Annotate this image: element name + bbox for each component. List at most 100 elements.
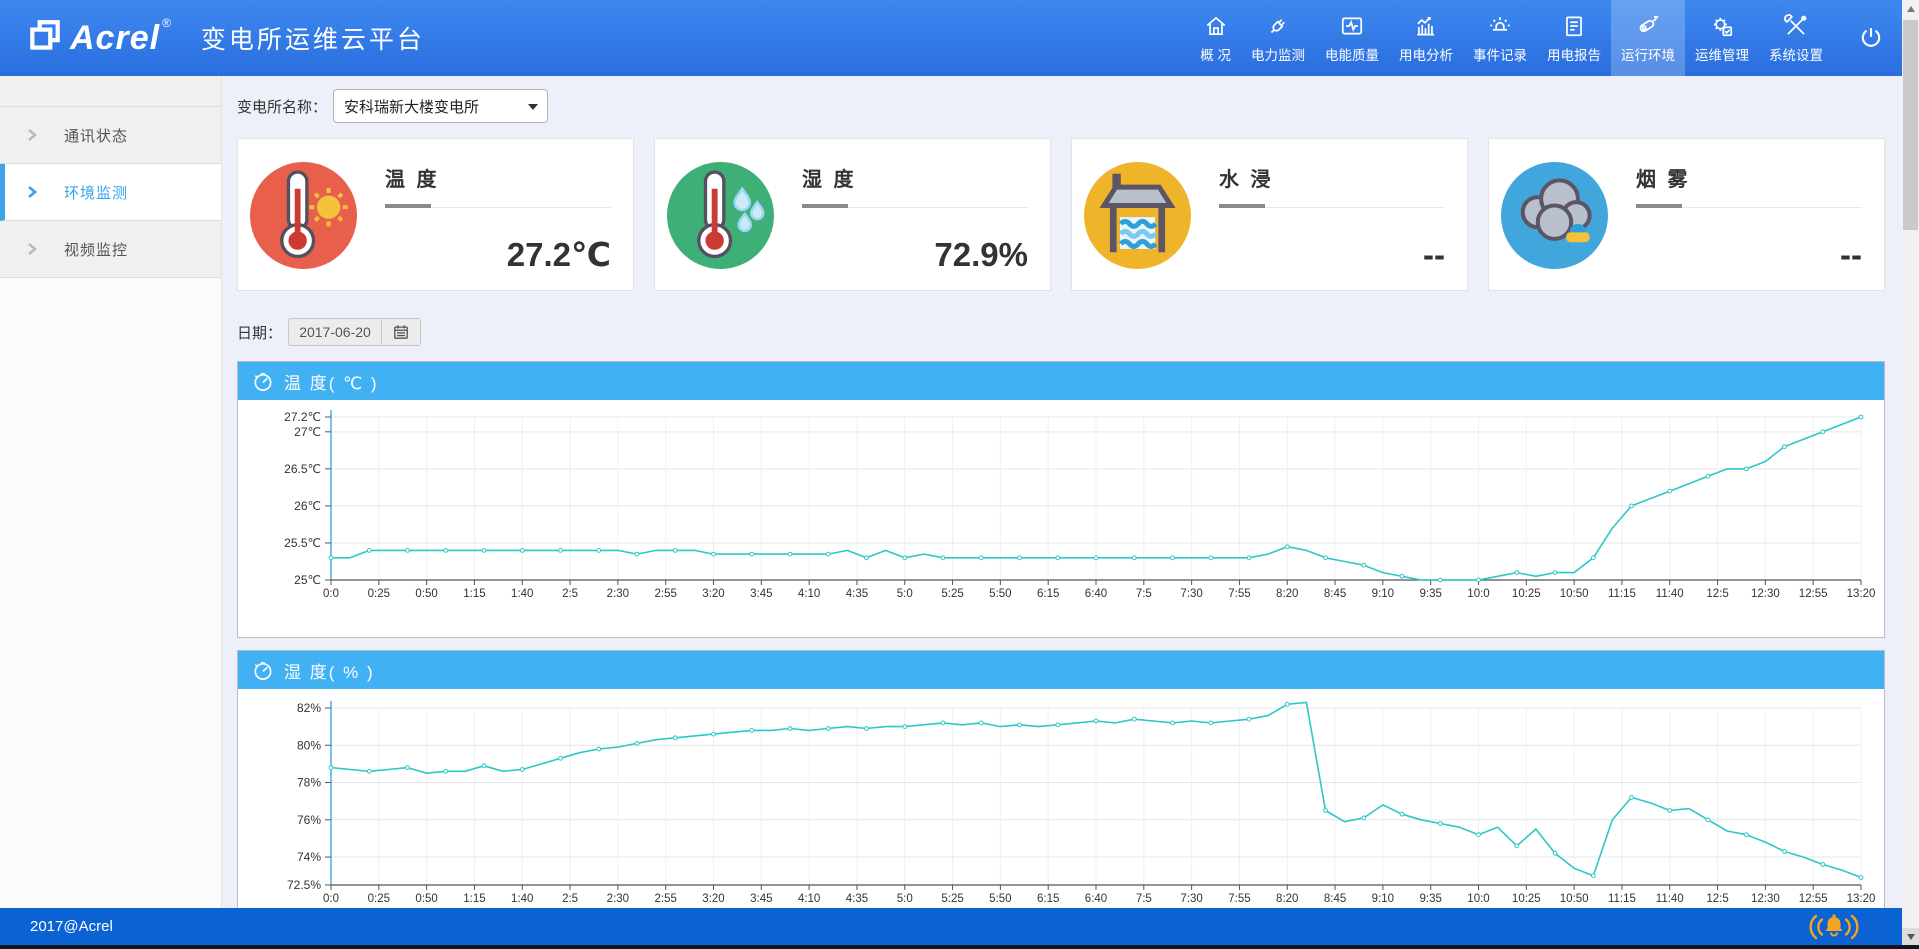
main-nav: 概 况 电力监测 电能质量: [1190, 0, 1833, 76]
app-footer: 2017@Acrel: [0, 908, 1902, 945]
svg-text:5:0: 5:0: [897, 893, 913, 905]
brand-logo: Acrel ®: [26, 16, 171, 58]
power-icon: [1861, 28, 1881, 47]
svg-text:4:10: 4:10: [798, 588, 820, 600]
svg-text:9:35: 9:35: [1419, 588, 1441, 600]
svg-text:76%: 76%: [297, 813, 321, 827]
svg-text:82%: 82%: [297, 701, 321, 715]
svg-text:25℃: 25℃: [294, 573, 321, 587]
svg-text:12:55: 12:55: [1799, 893, 1828, 905]
station-select[interactable]: 安科瑞新大楼变电所: [333, 89, 549, 123]
nav-item-environment[interactable]: 运行环境: [1611, 0, 1685, 76]
svg-text:3:45: 3:45: [750, 893, 772, 905]
power-monitor-icon: [1270, 18, 1285, 33]
svg-text:7:30: 7:30: [1180, 893, 1202, 905]
svg-text:10:0: 10:0: [1467, 588, 1489, 600]
nav-item-maintenance[interactable]: 运维管理: [1685, 0, 1759, 76]
water-immersion-value: --: [1423, 236, 1445, 273]
timer-icon: [254, 372, 272, 391]
app-header: Acrel ® 变电所运维云平台 概 况 电力监测: [0, 0, 1919, 76]
nav-item-usage-report[interactable]: 用电报告: [1537, 0, 1611, 76]
svg-text:6:15: 6:15: [1037, 588, 1059, 600]
nav-item-overview[interactable]: 概 况: [1190, 0, 1241, 76]
svg-text:7:5: 7:5: [1136, 893, 1152, 905]
station-toolbar: 变电所名称： 安科瑞新大楼变电所: [237, 89, 1885, 123]
environment-icon: [1639, 15, 1659, 32]
scrollbar-thumb[interactable]: [1903, 20, 1918, 230]
svg-text:9:10: 9:10: [1372, 588, 1394, 600]
svg-text:5:50: 5:50: [989, 893, 1011, 905]
svg-text:0:50: 0:50: [415, 588, 437, 600]
svg-text:12:30: 12:30: [1751, 588, 1780, 600]
dropdown-arrow-icon: [528, 104, 539, 110]
svg-text:9:10: 9:10: [1372, 893, 1394, 905]
sidebar-item-communication-status[interactable]: 通讯状态: [0, 107, 221, 164]
svg-text:4:35: 4:35: [846, 588, 868, 600]
svg-text:27℃: 27℃: [294, 425, 321, 439]
svg-text:7:30: 7:30: [1180, 588, 1202, 600]
chevron-right-icon: [26, 185, 38, 199]
svg-text:12:5: 12:5: [1706, 588, 1728, 600]
svg-text:12:30: 12:30: [1751, 893, 1780, 905]
nav-label: 事件记录: [1473, 47, 1527, 63]
event-log-icon: [1490, 16, 1510, 31]
calendar-button[interactable]: [381, 318, 422, 346]
svg-text:2:30: 2:30: [607, 893, 629, 905]
nav-item-power-monitoring[interactable]: 电力监测: [1241, 0, 1315, 76]
temperature-value: 27.2℃: [506, 236, 611, 273]
nav-item-usage-analysis[interactable]: 用电分析: [1389, 0, 1463, 76]
temperature-chart-panel: 温 度( ℃ ) 25℃ 25.5℃ 26℃ 26.5℃ 27℃ 27.2℃ 0:0 0:25…: [237, 361, 1885, 638]
svg-text:11:15: 11:15: [1608, 588, 1636, 600]
page-title: 变电所运维云平台: [200, 26, 425, 54]
alarm-bell-button[interactable]: [1808, 911, 1860, 943]
svg-text:5:0: 5:0: [897, 588, 913, 600]
svg-text:10:25: 10:25: [1512, 893, 1541, 905]
title-underline: [1219, 204, 1445, 208]
smoke-card: 烟 雾 --: [1488, 138, 1885, 291]
bottom-strip: [0, 945, 1919, 949]
chevron-right-icon: [26, 242, 38, 256]
alarm-bell-icon: [1809, 913, 1859, 939]
date-label: 日期：: [237, 324, 283, 342]
svg-text:12:55: 12:55: [1799, 588, 1828, 600]
svg-text:6:15: 6:15: [1037, 893, 1059, 905]
card-title: 烟 雾: [1636, 169, 1691, 191]
svg-text:10:0: 10:0: [1467, 893, 1489, 905]
svg-text:80%: 80%: [297, 738, 321, 752]
home-icon: [1206, 16, 1225, 35]
scrollbar-up-arrow[interactable]: [1902, 0, 1919, 17]
svg-text:1:15: 1:15: [463, 893, 485, 905]
svg-text:2:55: 2:55: [654, 588, 676, 600]
smoke-value: --: [1840, 236, 1862, 273]
date-input[interactable]: [288, 318, 382, 346]
nav-item-system-settings[interactable]: 系统设置: [1759, 0, 1833, 76]
sidebar-item-environment-monitoring[interactable]: 环境监测: [0, 164, 221, 221]
svg-text:5:25: 5:25: [941, 588, 963, 600]
svg-text:74%: 74%: [297, 850, 321, 864]
scrollbar[interactable]: [1902, 0, 1919, 945]
power-quality-icon: [1341, 17, 1363, 34]
sidebar-item-video-surveillance[interactable]: 视频监控: [0, 221, 221, 278]
title-underline: [1636, 204, 1862, 208]
nav-label: 电能质量: [1325, 47, 1379, 63]
usage-analysis-icon: [1417, 16, 1435, 36]
humidity-card: 湿 度 72.9%: [654, 138, 1051, 291]
humidity-chart-panel: 湿 度( % ) 72.5% 74% 76% 78% 80% 82% 0:0 0:25 0:50…: [237, 650, 1885, 940]
nav-item-power-quality[interactable]: 电能质量: [1315, 0, 1389, 76]
chart-title: 湿 度( % ): [284, 662, 375, 682]
svg-text:11:40: 11:40: [1656, 588, 1684, 600]
svg-text:0:25: 0:25: [368, 893, 390, 905]
station-select-value: 安科瑞新大楼变电所: [344, 98, 480, 116]
svg-text:27.2℃: 27.2℃: [284, 410, 321, 424]
scrollbar-down-arrow[interactable]: [1902, 928, 1919, 945]
chevron-right-icon: [26, 128, 38, 142]
power-button[interactable]: [1857, 24, 1885, 52]
svg-text:8:45: 8:45: [1324, 893, 1346, 905]
svg-text:2:5: 2:5: [562, 893, 578, 905]
svg-text:2:55: 2:55: [654, 893, 676, 905]
station-label: 变电所名称：: [237, 98, 328, 116]
humidity-value: 72.9%: [934, 236, 1028, 273]
nav-item-event-log[interactable]: 事件记录: [1463, 0, 1537, 76]
svg-text:26.5℃: 26.5℃: [284, 462, 321, 476]
copyright: 2017@Acrel: [30, 918, 113, 935]
